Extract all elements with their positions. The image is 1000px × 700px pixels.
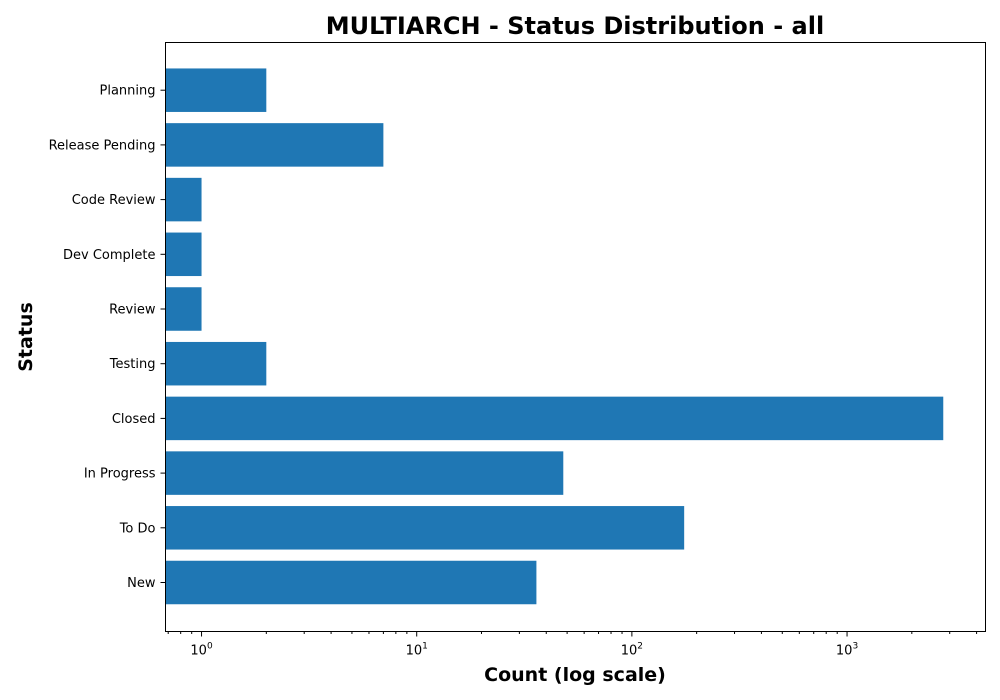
bar-code-review: [165, 177, 202, 222]
bars-group: [165, 68, 944, 605]
chart-title: MULTIARCH - Status Distribution - all: [326, 12, 824, 40]
y-tick-label: To Do: [119, 521, 156, 536]
bar-testing: [165, 341, 267, 386]
x-tick-label: 100: [190, 642, 213, 659]
bar-review: [165, 287, 202, 331]
bar-planning: [165, 68, 267, 112]
y-axis: New To Do In Progress Closed Testing Review De…: [49, 84, 166, 591]
bar-dev-complete: [165, 232, 202, 277]
x-tick-label: 101: [406, 642, 428, 659]
x-tick-label: 102: [621, 642, 643, 659]
y-tick-label: Testing: [109, 357, 156, 372]
y-tick-label: Planning: [100, 84, 156, 99]
y-tick-label: Release Pending: [49, 138, 156, 153]
y-tick-label: Review: [109, 303, 156, 318]
bar-in-progress: [165, 451, 564, 495]
x-axis-label: Count (log scale): [484, 664, 666, 686]
x-axis: 100 101 102 103: [167, 631, 978, 659]
plot-frame: [165, 42, 986, 632]
bar-closed: [165, 396, 944, 441]
bar-to-do: [165, 506, 685, 550]
y-tick-label: In Progress: [84, 467, 156, 482]
y-axis-label: Status: [15, 302, 37, 372]
y-tick-label: Closed: [112, 412, 156, 427]
y-tick-label: Dev Complete: [63, 248, 156, 263]
bar-new: [165, 560, 537, 605]
bar-release-pending: [165, 123, 384, 167]
y-tick-label: New: [127, 576, 156, 591]
x-tick-label: 103: [836, 642, 858, 659]
y-tick-label: Code Review: [72, 193, 156, 208]
